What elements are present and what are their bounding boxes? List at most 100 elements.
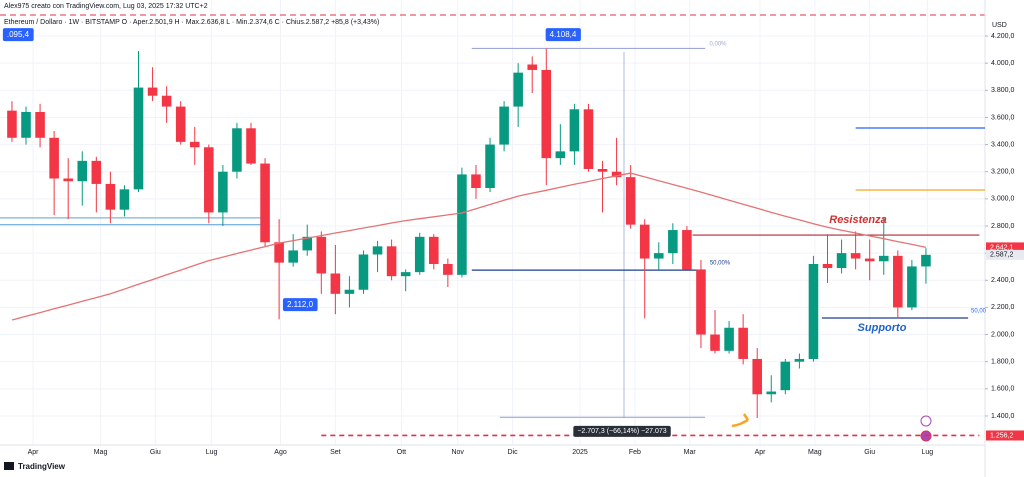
annotation: 2.112,0 [287, 300, 314, 309]
candle-body [836, 253, 847, 269]
annotation: −2.707,3 (−66,14%) −27.073 [577, 428, 666, 435]
y-tick-label: 3.600,0 [991, 114, 1014, 121]
candle-body [175, 106, 186, 142]
candle-body [260, 163, 270, 243]
candle-body [429, 236, 439, 264]
candle-body [246, 128, 256, 164]
price-tag [986, 430, 1024, 441]
x-tick-label: Lug [206, 449, 218, 456]
candle-body [358, 254, 369, 290]
x-tick-label: Apr [755, 449, 767, 456]
candle-body [133, 87, 144, 190]
y-tick-label: 1.600,0 [991, 386, 1014, 393]
candle-body [668, 230, 678, 254]
candle-body [457, 174, 467, 275]
y-tick-label: 3.400,0 [991, 141, 1014, 148]
candle-body [232, 128, 242, 172]
y-tick-label: 4.200,0 [991, 33, 1014, 40]
candle-body [724, 327, 734, 351]
x-tick-label: Dic [507, 449, 518, 456]
candle-body [288, 250, 298, 263]
x-tick-label: Ago [274, 449, 287, 456]
y-tick-label: 1.800,0 [991, 359, 1014, 366]
candle-body [274, 242, 284, 263]
y-tick-label: 3.200,0 [991, 169, 1014, 176]
candle-body [443, 263, 453, 275]
candle-body [105, 183, 116, 210]
annotation: .095,4 [7, 30, 30, 39]
candle-body [850, 253, 861, 259]
candle-body [35, 112, 45, 138]
candle-body [682, 230, 692, 270]
x-tick-label: Set [330, 449, 341, 456]
candle-body [49, 137, 59, 179]
candle-body [218, 171, 228, 213]
x-tick-label: Feb [629, 449, 641, 456]
annotation: 4.108,4 [550, 30, 577, 39]
x-tick-label: Mag [94, 449, 108, 456]
candle-body [639, 224, 650, 259]
candle-body [766, 391, 777, 395]
candle-body [878, 255, 889, 262]
candle-body [822, 263, 833, 269]
x-tick-label: Lug [922, 449, 934, 456]
currency: USD [992, 22, 1007, 29]
candle-body [555, 151, 566, 159]
candle-body [653, 253, 664, 259]
candle-body [471, 174, 481, 188]
x-tick-label: Giu [864, 449, 875, 456]
candle-body [893, 255, 903, 308]
x-tick-label: 2025 [572, 449, 588, 456]
x-tick-label: Ott [397, 449, 406, 456]
header: Alex975 creato con TradingView.com, Lug … [4, 3, 208, 10]
candle-body [400, 272, 411, 277]
x-tick-label: Mag [808, 449, 822, 456]
candle-body [344, 289, 355, 294]
candle-body [7, 110, 17, 138]
y-tick-label: 2.000,0 [991, 331, 1014, 338]
x-tick-label: Nov [451, 449, 464, 456]
annotation: 50,00% [710, 261, 731, 267]
price-tag-label: 2.642,1 [990, 244, 1013, 251]
candle-body [738, 327, 748, 359]
candle-body [513, 72, 523, 107]
candle-body [611, 171, 622, 178]
y-tick-label: 2.400,0 [991, 277, 1014, 284]
price-tag [986, 249, 1024, 260]
candle-body [696, 269, 706, 335]
candle-body [625, 177, 636, 225]
annotation: 0,00% [709, 42, 727, 48]
candle-body [921, 254, 931, 267]
candle-body [864, 258, 875, 262]
annotation-box [545, 28, 581, 42]
candle-body [204, 147, 214, 213]
candle-body [189, 141, 200, 148]
candle-body [527, 64, 538, 70]
candle-body [907, 266, 917, 308]
annotation-box [282, 298, 318, 312]
candle-body [485, 144, 495, 188]
candle-body [541, 69, 552, 159]
annotation-box [2, 28, 34, 42]
symbol-info: Ethereum / Dollaro · 1W · BITSTAMP O · A… [4, 19, 379, 26]
brand-logo [4, 462, 14, 470]
candle-body [372, 246, 383, 255]
candle-body [147, 87, 158, 96]
candle-body [316, 236, 327, 274]
grid [0, 0, 985, 445]
candle-body [386, 246, 397, 277]
candle-body [752, 358, 762, 395]
y-tick-label: 2.800,0 [991, 223, 1014, 230]
y-tick-label: 3.000,0 [991, 196, 1014, 203]
candle-body [499, 106, 509, 145]
y-tick-label: 1.400,0 [991, 413, 1014, 420]
candle-body [569, 109, 580, 152]
candle-body [597, 168, 608, 172]
annotation-box [573, 425, 671, 437]
moving-average [11, 172, 927, 321]
event-icon [920, 415, 932, 427]
candle-body [63, 178, 73, 182]
candle-body [302, 236, 313, 251]
